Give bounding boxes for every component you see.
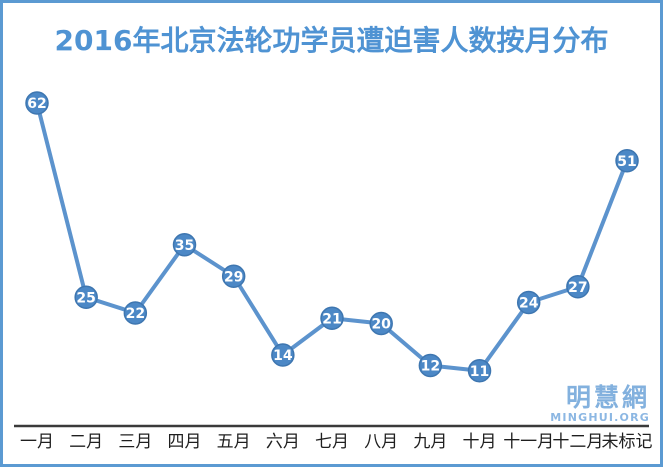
x-axis-label: 七月 [315, 432, 350, 452]
data-point-marker [516, 290, 541, 315]
data-point-marker [566, 275, 590, 299]
data-point-marker [369, 311, 393, 336]
data-point-value: 21 [322, 311, 341, 327]
x-axis-label: 十月 [462, 432, 497, 452]
x-axis-label: 四月 [167, 432, 202, 452]
data-point-value: 11 [470, 364, 489, 380]
x-axis-label: 五月 [216, 432, 251, 452]
data-point-value: 62 [27, 96, 46, 112]
data-point-marker [320, 306, 344, 330]
data-point-marker [74, 285, 98, 309]
minghui-cjk-watermark: 明慧網 [565, 383, 650, 412]
x-axis-label: 六月 [265, 432, 300, 452]
x-axis-label: 九月 [413, 432, 448, 452]
data-point-marker [25, 91, 49, 115]
data-point-value: 29 [224, 269, 243, 285]
data-point-marker [221, 264, 246, 288]
watermark: 明慧網 MINGHUI.ORG [550, 385, 650, 423]
x-axis-label: 二月 [69, 432, 104, 452]
data-point-value: 35 [175, 238, 194, 254]
data-point-value: 27 [568, 280, 587, 296]
data-point-value: 51 [617, 154, 636, 170]
x-axis-label: 一月 [20, 432, 54, 452]
x-axis-label: 八月 [364, 432, 399, 452]
data-point-value: 20 [371, 317, 391, 333]
minghui-latin-watermark: MINGHUI.ORG [550, 411, 650, 424]
data-point-marker [271, 343, 295, 367]
chart-title: 2016年北京法轮功学员遭迫害人数按月分布 [54, 24, 609, 57]
data-point-value: 25 [76, 290, 95, 306]
data-point-marker [172, 233, 197, 257]
x-axis-label: 十一月 [503, 432, 555, 452]
data-line [35, 101, 630, 373]
data-point-value: 24 [519, 296, 539, 312]
line-chart-plot: 62 25 22 35 29 14 21 20 12 11 24 27 51 [14, 91, 649, 428]
x-axis-label: 十二月 [552, 432, 604, 452]
x-axis-labels: 一月 二月 三月 四月 五月 六月 七月 八月 九月 十月 十一月 十二月 未标记 [3, 432, 660, 454]
data-point-marker [123, 301, 148, 325]
data-point-marker [418, 353, 443, 378]
data-point-marker [467, 359, 492, 383]
data-point-value: 22 [126, 306, 145, 322]
data-point-value: 12 [421, 359, 440, 375]
data-point-marker [615, 149, 639, 173]
data-point-value: 14 [273, 348, 293, 364]
x-axis-label: 未标记 [601, 432, 653, 452]
x-axis-label: 三月 [118, 432, 153, 452]
